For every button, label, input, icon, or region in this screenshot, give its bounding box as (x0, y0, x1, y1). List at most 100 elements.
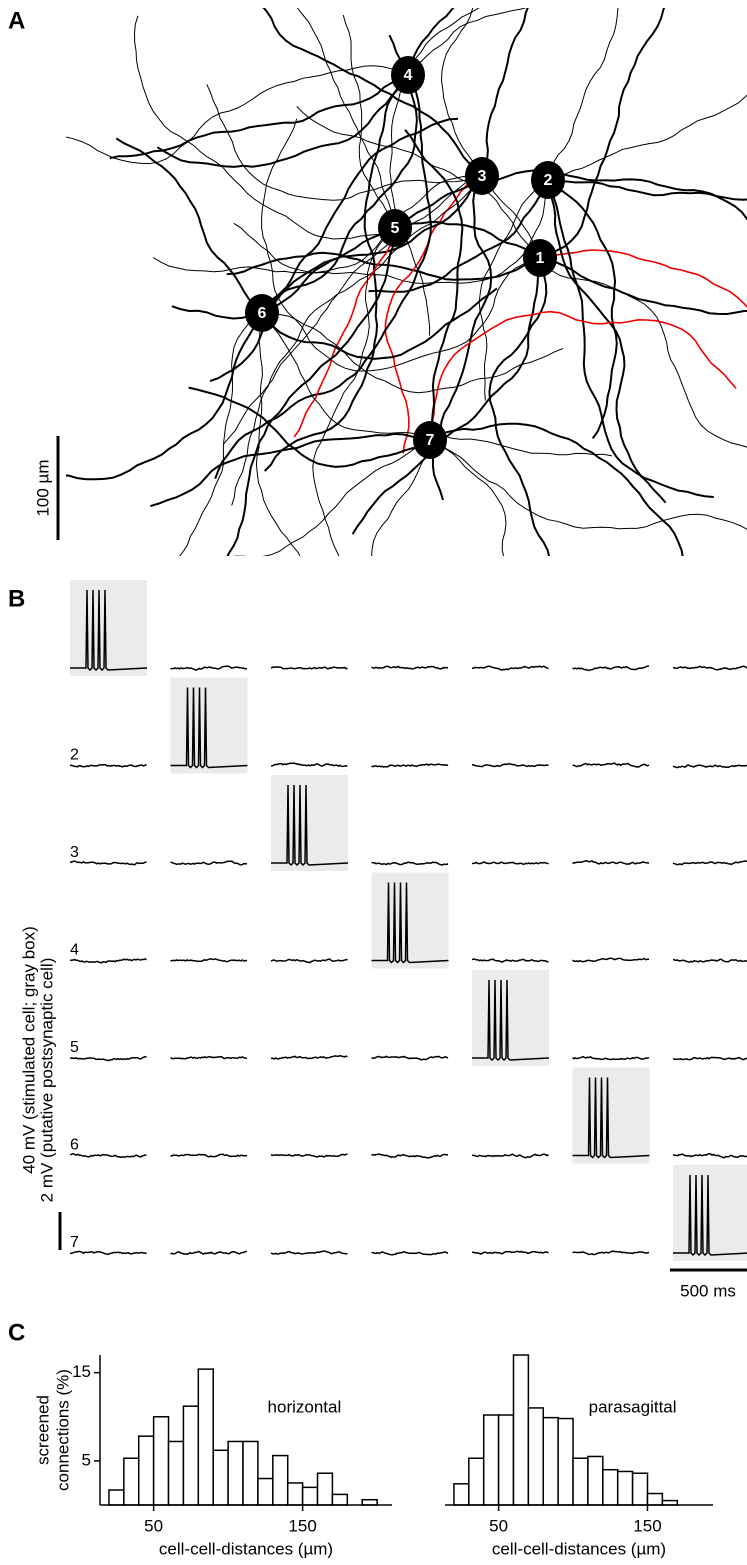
bar (272, 1454, 289, 1506)
trace (371, 1055, 449, 1061)
bar (167, 1440, 185, 1506)
annotation: parasagittal (589, 1397, 677, 1416)
trace (69, 958, 147, 964)
x-tick-label: 50 (144, 1516, 163, 1535)
trace (170, 1153, 248, 1158)
bar (108, 1489, 125, 1506)
dendrite (547, 179, 747, 201)
x-tick-label: 150 (288, 1516, 316, 1535)
trace (572, 762, 650, 768)
bar (361, 1498, 378, 1506)
scale-bar-label: 100 µm (33, 459, 52, 516)
row-label: 7 (70, 1234, 79, 1251)
y-tick-label: 5 (82, 1450, 91, 1469)
dendrite (115, 137, 263, 314)
panel-label: A (8, 7, 25, 34)
trace (371, 882, 449, 964)
bar (557, 1417, 574, 1506)
bar (123, 1457, 140, 1506)
dendrite (226, 228, 396, 556)
dendrite (429, 439, 747, 530)
dendrite (223, 175, 483, 445)
dendrite (312, 227, 396, 556)
dendrite (297, 8, 396, 229)
dendrite (404, 129, 464, 441)
trace (270, 1153, 348, 1158)
bar (482, 1414, 500, 1506)
dendrite (233, 439, 431, 556)
dendrite (547, 8, 619, 181)
dendrite (389, 74, 431, 336)
stimulus-box (70, 580, 147, 676)
stimulus-box (472, 970, 549, 1066)
trace (472, 665, 549, 671)
panel-label: C (8, 1319, 25, 1346)
bar (512, 1354, 530, 1506)
x-tick-label: 150 (633, 1516, 661, 1535)
dendrite (171, 227, 396, 320)
dendrite (261, 312, 613, 457)
x-axis-label: cell-cell-distances (µm) (159, 1539, 333, 1558)
row-label: 5 (70, 1039, 79, 1056)
neuron-morphology (66, 8, 747, 556)
bar (212, 1449, 229, 1506)
trace (170, 687, 248, 769)
x-tick-label: 50 (489, 1516, 508, 1535)
dendrite (261, 118, 541, 372)
trace (572, 957, 650, 963)
cell-label: 2 (544, 172, 553, 189)
trace (572, 665, 650, 672)
trace (270, 762, 348, 768)
scale-bar-label: 500 ms (680, 1281, 736, 1300)
soma (413, 421, 447, 459)
dendrite (429, 439, 507, 556)
trace (672, 764, 747, 769)
dendrite (231, 175, 483, 506)
dendrite (539, 8, 665, 259)
dendrite (368, 179, 549, 293)
x-axis-label: cell-cell-distances (µm) (492, 1539, 666, 1558)
trace (69, 1250, 147, 1256)
trace (70, 589, 148, 672)
bar (572, 1457, 589, 1506)
bar (197, 1368, 214, 1506)
trace (170, 665, 248, 671)
bar (242, 1440, 259, 1506)
dendrite (488, 257, 550, 556)
dendrite (394, 220, 747, 316)
dendrite (547, 94, 747, 181)
cell-label: 6 (258, 305, 267, 322)
dendrite (133, 15, 396, 240)
bar (542, 1416, 559, 1506)
stimulus-box (271, 775, 348, 871)
dendrite (66, 65, 409, 165)
bar (316, 1472, 334, 1506)
bar (616, 1470, 634, 1506)
trace (371, 665, 449, 670)
bar (152, 1416, 170, 1506)
scale-bar-label: 40 mV (stimulated cell; gray box) (19, 926, 38, 1174)
soma (245, 294, 279, 332)
trace (471, 763, 549, 768)
dendrite (156, 74, 409, 168)
trace (471, 958, 549, 963)
stimulus-box (572, 1067, 650, 1164)
trace (170, 1055, 248, 1060)
trace (572, 1250, 650, 1256)
dendrite (371, 439, 431, 556)
dendrite (261, 287, 498, 360)
soma (391, 56, 425, 94)
dendrite (351, 257, 541, 535)
y-axis-label: screened (33, 1395, 52, 1465)
bar (468, 1457, 485, 1506)
cell-label: 7 (426, 432, 435, 449)
axon (429, 310, 737, 441)
bar (646, 1492, 664, 1506)
annotation: horizontal (268, 1397, 342, 1416)
cell-label: 5 (391, 220, 400, 237)
dendrite (262, 8, 483, 177)
trace (471, 1153, 549, 1159)
dendrite (429, 422, 684, 556)
trace (69, 1152, 147, 1159)
